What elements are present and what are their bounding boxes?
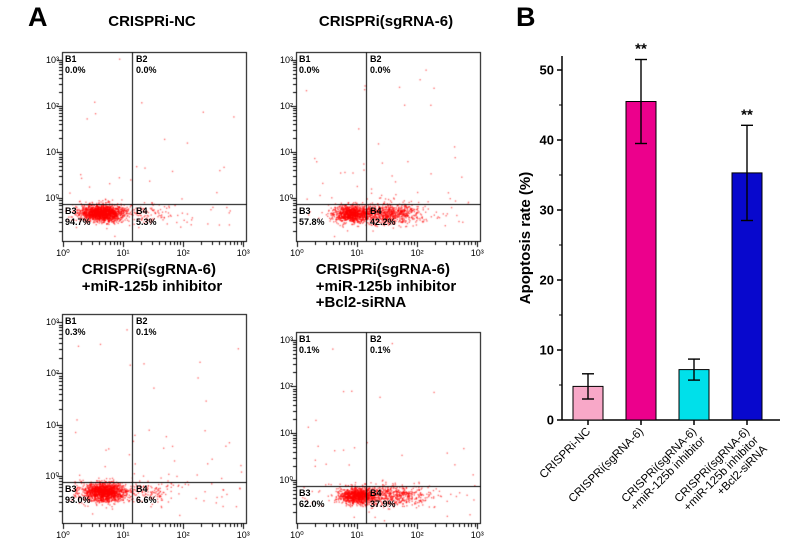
x-tick-label: 10⁰ bbox=[56, 248, 70, 258]
y-tick-label: 20 bbox=[540, 273, 554, 288]
flow-plot-box: B1 0.1% B2 0.1% B3 62.0% B4 37.9% bbox=[288, 330, 483, 532]
flow-plot-2: CRISPRi(sgRNA-6) B1 0.0% B2 0.0% B3 57.8% B4… bbox=[270, 13, 502, 266]
y-tick-label: 10³ bbox=[45, 54, 59, 65]
apoptosis-bar-chart: 0 10 20 30 40 50 Apoptosis rate (%) CRISPRi-NC *… bbox=[518, 41, 780, 514]
x-tick-label: 10⁰ bbox=[290, 530, 304, 540]
y-tick-label: 10² bbox=[45, 368, 59, 379]
flow-plot-box: B1 0.0% B2 0.0% B3 94.7% B4 5.3% bbox=[54, 50, 249, 250]
x-tick-label: 10⁰ bbox=[290, 248, 304, 258]
y-tick-label: 10³ bbox=[279, 334, 293, 345]
x-tick-label: 10² bbox=[176, 248, 190, 258]
significance-marker: ** bbox=[635, 41, 647, 58]
quadrant-label-b1: B1 0.0% bbox=[65, 54, 86, 75]
y-tick-label: 10 bbox=[540, 343, 554, 358]
x-tick-label: 10³ bbox=[470, 530, 484, 540]
flow-plots-area: CRISPRi-NC B1 0.0% B2 0.0% B3 94.7% B4 5.3% 1… bbox=[36, 13, 502, 548]
x-tick-label: 10¹ bbox=[350, 530, 364, 540]
quadrant-label-b3: B3 94.7% bbox=[65, 206, 91, 227]
flow-plot-box: B1 0.3% B2 0.1% B3 93.0% B4 6.6% bbox=[54, 312, 249, 532]
x-tick-label: 10¹ bbox=[116, 248, 130, 258]
quadrant-label-b4: B4 42.2% bbox=[370, 206, 396, 227]
x-category-label-line: CRISPRi-NC bbox=[538, 426, 593, 481]
y-tick-label: 30 bbox=[540, 203, 554, 218]
y-tick-label: 10¹ bbox=[279, 147, 293, 158]
flow-plot-title-text: CRISPRi(sgRNA-6) +miR-125b inhibitor +Bc… bbox=[315, 261, 457, 311]
y-tick-label: 10¹ bbox=[279, 428, 293, 439]
x-tick-label: 10² bbox=[410, 248, 424, 258]
flow-plot-title-text: CRISPRi(sgRNA-6) bbox=[318, 13, 454, 30]
y-tick-label: 10⁰ bbox=[45, 470, 59, 481]
y-tick-label: 10⁰ bbox=[45, 193, 59, 204]
flow-plot-title: CRISPRi(sgRNA-6) bbox=[270, 13, 502, 31]
y-tick-label: 10² bbox=[45, 100, 59, 111]
significance-marker: ** bbox=[741, 106, 753, 123]
quadrant-label-b4: B4 5.3% bbox=[136, 206, 157, 227]
quadrant-label-b3: B3 93.0% bbox=[65, 484, 91, 505]
x-tick-label: 10¹ bbox=[116, 530, 130, 540]
y-tick-label: 40 bbox=[540, 133, 554, 148]
quadrant-label-b1: B1 0.0% bbox=[299, 54, 320, 75]
flow-scatter-canvas bbox=[54, 312, 249, 532]
flow-plot-title: CRISPRi(sgRNA-6) +miR-125b inhibitor +Bc… bbox=[270, 261, 502, 312]
y-tick-label: 0 bbox=[547, 413, 554, 428]
flow-scatter-canvas bbox=[288, 50, 483, 250]
quadrant-label-b3: B3 57.8% bbox=[299, 206, 325, 227]
flow-plot-title: CRISPRi(sgRNA-6) +miR-125b inhibitor bbox=[36, 261, 268, 295]
y-tick-label: 10¹ bbox=[45, 419, 59, 430]
quadrant-label-b2: B2 0.0% bbox=[370, 54, 391, 75]
flow-plot-4: CRISPRi(sgRNA-6) +miR-125b inhibitor +Bc… bbox=[270, 261, 502, 548]
x-tick-label: 10⁰ bbox=[56, 530, 70, 540]
quadrant-label-b4: B4 37.9% bbox=[370, 488, 396, 509]
quadrant-label-b3: B3 62.0% bbox=[299, 488, 325, 509]
y-tick-label: 10¹ bbox=[45, 147, 59, 158]
flow-plot-title-text: CRISPRi(sgRNA-6) +miR-125b inhibitor bbox=[81, 261, 223, 295]
y-tick-label: 10³ bbox=[45, 317, 59, 328]
y-tick-label: 50 bbox=[540, 63, 554, 78]
flow-plot-3: CRISPRi(sgRNA-6) +miR-125b inhibitor B1 0… bbox=[36, 261, 268, 548]
x-tick-label: 10² bbox=[176, 530, 190, 540]
flow-plot-title: CRISPRi-NC bbox=[36, 13, 268, 31]
flow-plot-box: B1 0.0% B2 0.0% B3 57.8% B4 42.2% bbox=[288, 50, 483, 250]
y-tick-label: 10⁰ bbox=[279, 193, 293, 204]
flow-plot-title-text: CRISPRi-NC bbox=[108, 13, 196, 30]
quadrant-label-b2: B2 0.0% bbox=[136, 54, 157, 75]
quadrant-label-b2: B2 0.1% bbox=[370, 334, 391, 355]
quadrant-label-b1: B1 0.3% bbox=[65, 316, 86, 337]
y-axis-title: Apoptosis rate (%) bbox=[518, 172, 534, 305]
x-tick-label: 10³ bbox=[470, 248, 484, 258]
bar-2 bbox=[625, 101, 657, 421]
flow-plot-1: CRISPRi-NC B1 0.0% B2 0.0% B3 94.7% B4 5.3% 1… bbox=[36, 13, 268, 266]
flow-scatter-canvas bbox=[288, 330, 483, 532]
y-tick-label: 10² bbox=[279, 100, 293, 111]
flow-scatter-canvas bbox=[54, 50, 249, 250]
panel-b-label: B bbox=[516, 2, 536, 32]
y-tick-label: 10⁰ bbox=[279, 474, 293, 485]
y-tick-label: 10² bbox=[279, 381, 293, 392]
quadrant-label-b1: B1 0.1% bbox=[299, 334, 320, 355]
x-tick-label: 10¹ bbox=[350, 248, 364, 258]
x-tick-label: 10³ bbox=[236, 530, 250, 540]
quadrant-label-b2: B2 0.1% bbox=[136, 316, 157, 337]
x-tick-label: 10² bbox=[410, 530, 424, 540]
quadrant-label-b4: B4 6.6% bbox=[136, 484, 157, 505]
panel-a-label: A bbox=[28, 2, 48, 32]
x-category-label: CRISPRi-NC bbox=[538, 426, 593, 481]
x-tick-label: 10³ bbox=[236, 248, 250, 258]
y-tick-label: 10³ bbox=[279, 54, 293, 65]
